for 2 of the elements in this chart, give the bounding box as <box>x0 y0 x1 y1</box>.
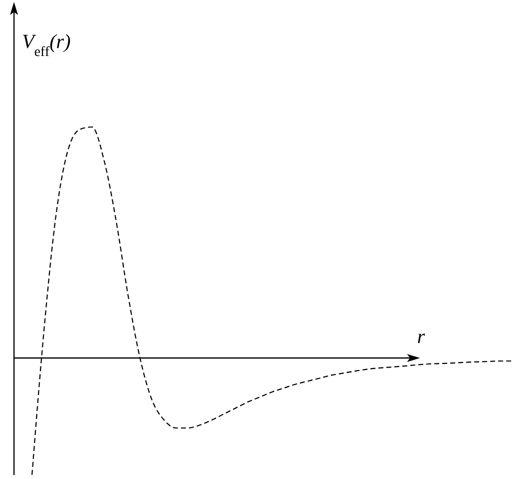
y-axis-title: V$_{eff}$(r) <box>22 31 71 60</box>
x-axis-title: r <box>417 326 426 348</box>
